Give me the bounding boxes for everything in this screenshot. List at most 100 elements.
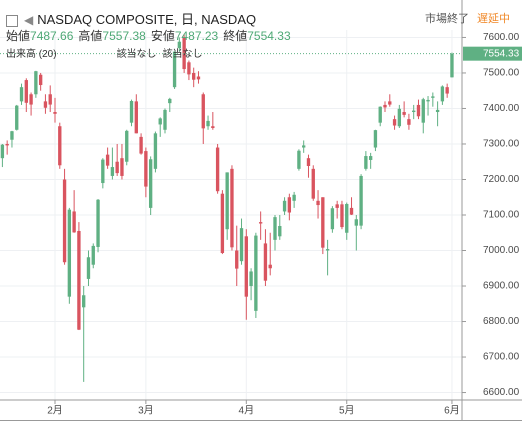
candle-body xyxy=(445,87,449,94)
candle-body xyxy=(263,243,268,281)
ohlc-value: 7557.38 xyxy=(102,29,146,43)
candle-body xyxy=(168,98,172,104)
candle-body xyxy=(392,119,397,126)
candle-body xyxy=(230,168,234,248)
market-status: 市場終了 xyxy=(425,13,469,25)
candle-body xyxy=(435,109,440,113)
arrow-icon: ◀ xyxy=(24,13,34,27)
x-tick-label: 6月 xyxy=(444,405,460,417)
candle-body xyxy=(110,167,115,176)
candle-body xyxy=(15,105,19,130)
ohlc-value: 7487.23 xyxy=(174,29,219,43)
ohlc-label: 終値 xyxy=(223,29,248,43)
candle-body xyxy=(187,62,191,75)
candle-body xyxy=(215,147,220,192)
candle-body xyxy=(196,76,201,80)
y-tick-label: 7600.00 xyxy=(483,32,520,43)
candle-body xyxy=(58,126,62,166)
candle-body xyxy=(206,120,210,127)
candle-body xyxy=(182,37,186,70)
candle-body xyxy=(220,193,225,253)
candle-body xyxy=(412,110,416,113)
candle-body xyxy=(349,207,354,215)
x-tick-label: 3月 xyxy=(138,405,154,417)
y-tick-label: 7000.00 xyxy=(483,245,520,256)
candle-body xyxy=(421,99,425,123)
candle-body xyxy=(120,158,124,176)
candle-body xyxy=(53,112,57,114)
candle-body xyxy=(29,94,33,105)
candle-body xyxy=(192,72,196,80)
volume-row: 出来高 (20) 該当なし 該当なし xyxy=(6,45,203,60)
y-tick-label: 7300.00 xyxy=(483,139,520,150)
candle-body xyxy=(306,158,311,166)
candle-body xyxy=(282,200,287,212)
candle-body xyxy=(254,235,258,311)
candle-body xyxy=(258,222,263,224)
candle-body xyxy=(354,219,358,226)
candle-body xyxy=(101,159,105,184)
candle-body xyxy=(62,179,67,263)
status-row: 市場終了 遅延中 xyxy=(425,10,510,26)
y-tick-label: 6600.00 xyxy=(483,387,520,398)
last-price-label: 7554.33 xyxy=(483,48,520,59)
candle-body xyxy=(359,175,363,226)
ohlc-label: 高値 xyxy=(78,29,103,43)
candle-body xyxy=(129,101,134,123)
candle-body xyxy=(292,194,296,201)
x-tick-label: 5月 xyxy=(339,405,355,417)
candle-body xyxy=(125,130,129,162)
na-label: 該当なし xyxy=(116,49,157,60)
candle-body xyxy=(5,143,9,146)
ohlc-value: 7487.66 xyxy=(30,29,74,43)
candle-body xyxy=(67,209,72,297)
candle-body xyxy=(24,80,28,103)
candle-body xyxy=(431,96,435,98)
candle-body xyxy=(177,41,182,49)
candle-body xyxy=(440,86,445,102)
candle-body xyxy=(82,295,86,308)
candle-body xyxy=(86,257,91,279)
candle-body xyxy=(43,101,48,108)
ohlc-label: 始値 xyxy=(6,29,31,43)
x-tick-label: 2月 xyxy=(47,405,63,417)
candle-body xyxy=(235,250,239,269)
candle-body xyxy=(249,271,253,287)
candle-body xyxy=(134,101,138,134)
ohlc-row: 始値7487.66 高値7557.38 安値7487.23 終値7554.33 xyxy=(6,27,296,44)
title: NASDAQ COMPOSITE, 日, NASDAQ xyxy=(37,12,257,27)
candle-body xyxy=(273,217,277,240)
candle-body xyxy=(388,101,392,105)
candle-body xyxy=(77,230,81,330)
collapse-icon[interactable] xyxy=(6,14,18,27)
candle-body xyxy=(340,204,344,228)
last-price-box xyxy=(463,46,522,61)
candle-body xyxy=(115,161,119,174)
na-label: 該当なし xyxy=(162,49,203,60)
candle-body xyxy=(153,133,158,169)
candle-body xyxy=(450,53,454,78)
candle-body xyxy=(172,51,177,88)
candle-body xyxy=(148,159,153,208)
candle-body xyxy=(325,249,330,251)
candle-body xyxy=(19,87,24,102)
candle-body xyxy=(278,226,282,237)
y-tick-label: 7200.00 xyxy=(483,174,520,185)
candle-body xyxy=(0,144,5,159)
candle-body xyxy=(72,211,76,233)
candle-body xyxy=(311,168,315,199)
candle-body xyxy=(416,104,421,117)
y-tick-label: 7400.00 xyxy=(483,103,520,114)
candle-body xyxy=(302,145,306,148)
volume-label: 出来高 (20) xyxy=(6,49,57,60)
candle-body xyxy=(139,136,143,154)
y-tick-label: 6700.00 xyxy=(483,352,520,363)
candle-body xyxy=(330,208,335,230)
candle-body xyxy=(91,245,95,265)
candle-body xyxy=(397,108,402,127)
header-row: ◀ NASDAQ COMPOSITE, 日, NASDAQ xyxy=(6,9,256,28)
candle-body xyxy=(368,156,373,160)
y-tick-label: 7500.00 xyxy=(483,68,520,79)
